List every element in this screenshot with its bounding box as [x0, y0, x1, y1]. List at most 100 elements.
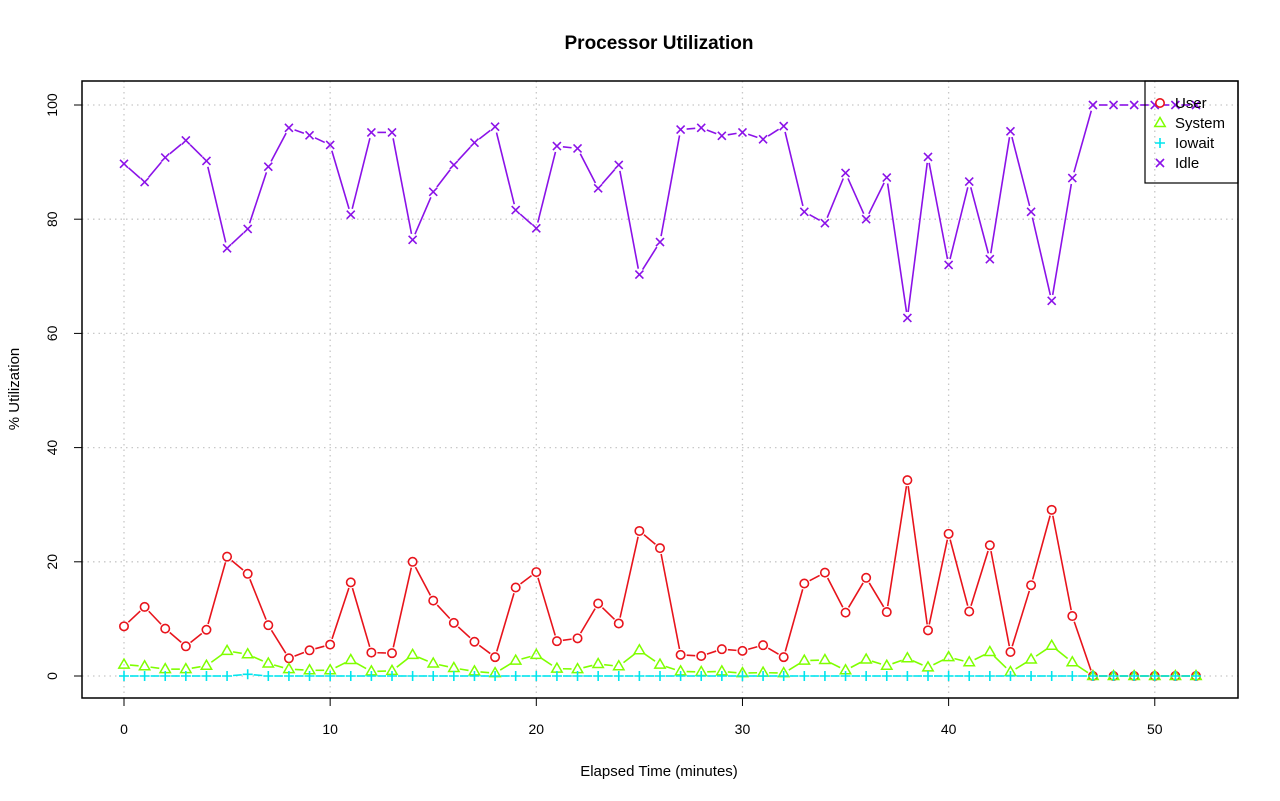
- data-point: [655, 237, 665, 247]
- series-segment: [829, 661, 841, 669]
- data-point: [283, 653, 294, 664]
- series-segment: [521, 655, 531, 660]
- data-point: [799, 671, 810, 681]
- data-point: [591, 657, 605, 669]
- data-point: [593, 183, 603, 193]
- data-point: [696, 671, 707, 681]
- series-segment: [519, 213, 533, 225]
- data-point: [612, 659, 626, 671]
- data-point: [406, 647, 420, 660]
- data-point: [181, 135, 191, 145]
- data-point: [448, 617, 459, 628]
- data-point: [551, 636, 562, 647]
- series-segment: [665, 665, 676, 671]
- data-point: [922, 625, 933, 636]
- data-point: [263, 162, 273, 172]
- data-point: [469, 636, 480, 647]
- data-point: [490, 671, 501, 681]
- series-segment: [495, 132, 516, 205]
- data-point: [799, 578, 810, 589]
- series-segment: [355, 662, 367, 670]
- data-point: [900, 651, 914, 663]
- data-point: [819, 671, 830, 681]
- data-point: [1108, 100, 1119, 110]
- data-point: [964, 176, 974, 187]
- series-segment: [520, 575, 532, 585]
- data-point: [1005, 126, 1016, 136]
- series-segment: [499, 663, 511, 671]
- series-segment: [207, 562, 227, 625]
- data-point: [304, 671, 315, 681]
- data-point: [758, 671, 769, 681]
- data-point: [529, 647, 543, 660]
- series-segment: [1011, 136, 1031, 207]
- series-segment: [727, 648, 737, 652]
- series-user: [119, 475, 1202, 681]
- data-point: [119, 621, 130, 632]
- data-point: [263, 671, 274, 681]
- series-segment: [478, 129, 491, 140]
- series-segment: [809, 574, 820, 582]
- series-segment: [314, 137, 326, 144]
- series-segment: [1076, 664, 1089, 674]
- x-tick-label: 0: [120, 721, 128, 737]
- series-segment: [601, 607, 616, 620]
- legend-item-iowait: Iowait: [1155, 135, 1215, 152]
- data-point: [428, 187, 438, 197]
- data-point: [1065, 655, 1079, 667]
- series-segment: [788, 663, 800, 671]
- series-segment: [189, 144, 203, 158]
- data-point: [550, 661, 564, 673]
- data-point: [469, 671, 480, 681]
- data-point: [1026, 207, 1036, 217]
- data-point: [984, 540, 995, 551]
- legend-marker: [1155, 98, 1166, 109]
- y-tick-label: 100: [44, 93, 60, 117]
- data-point: [943, 671, 954, 681]
- data-point: [160, 671, 171, 681]
- data-point: [511, 205, 521, 215]
- data-point: [1046, 671, 1057, 681]
- series-segment: [660, 553, 681, 650]
- series-segment: [619, 536, 639, 618]
- series-segment: [767, 647, 779, 655]
- series-segment: [974, 653, 985, 661]
- data-point: [653, 657, 667, 669]
- legend-label: Iowait: [1175, 135, 1215, 152]
- data-point: [180, 641, 191, 652]
- data-point: [448, 671, 459, 681]
- data-point: [1046, 504, 1057, 515]
- data-point: [944, 260, 954, 270]
- series-segment: [706, 650, 717, 655]
- data-point: [716, 671, 727, 681]
- series-segment: [207, 166, 227, 243]
- legend-item-idle: Idle: [1155, 155, 1199, 172]
- data-point: [840, 168, 851, 178]
- series-segment: [892, 659, 903, 665]
- data-point: [242, 669, 253, 680]
- data-point: [199, 658, 213, 670]
- data-point: [1191, 671, 1201, 681]
- series-segment: [912, 659, 923, 666]
- data-point: [263, 620, 274, 631]
- series-segment: [331, 150, 350, 210]
- data-point: [261, 656, 275, 668]
- data-point: [632, 643, 646, 655]
- data-point: [758, 640, 769, 651]
- series-segment: [601, 168, 616, 185]
- data-point: [861, 214, 871, 224]
- data-point: [881, 671, 892, 681]
- data-point: [572, 633, 583, 644]
- series-segment: [127, 610, 141, 623]
- series-segment: [706, 129, 717, 135]
- data-point: [407, 556, 418, 567]
- data-point: [531, 223, 541, 233]
- series-segment: [417, 656, 428, 662]
- data-point: [387, 671, 397, 681]
- data-point: [572, 143, 583, 153]
- series-segment: [850, 661, 862, 669]
- data-point: [490, 652, 501, 663]
- series-segment: [294, 651, 305, 657]
- data-point: [552, 141, 562, 151]
- grid: [82, 81, 1238, 698]
